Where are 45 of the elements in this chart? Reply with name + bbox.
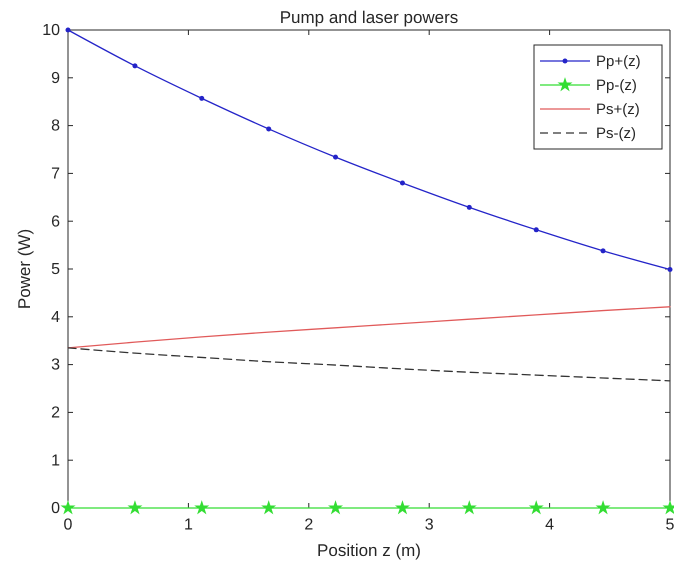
point <box>60 500 76 514</box>
legend-label: Ps-(z) <box>596 125 636 142</box>
point <box>596 500 611 514</box>
point <box>333 154 338 160</box>
point <box>400 180 405 186</box>
point <box>534 227 539 232</box>
y-axis-title: Power (W) <box>15 228 34 310</box>
point <box>462 500 477 514</box>
chart-title: Pump and laser powers <box>280 8 458 27</box>
point <box>194 500 210 514</box>
point <box>668 266 672 272</box>
x-axis-title: Position z (m) <box>317 541 421 560</box>
point <box>266 126 272 132</box>
x-tick-label: 0 <box>64 516 73 534</box>
point <box>328 500 344 514</box>
y-tick-label: 6 <box>51 213 60 230</box>
line-series <box>67 347 671 382</box>
y-tick-label: 4 <box>51 308 60 326</box>
x-tick-label: 5 <box>666 516 674 534</box>
point <box>66 28 70 32</box>
y-tick-label: 8 <box>51 118 60 135</box>
x-tick-label: 1 <box>184 516 193 534</box>
line-series <box>67 306 671 349</box>
legend-label: Ps+(z) <box>596 101 640 118</box>
legend-label: Pp+(z) <box>596 53 641 70</box>
x-tick-label: 4 <box>545 516 554 534</box>
y-tick-label: 3 <box>51 356 60 374</box>
y-tick-label: 0 <box>51 500 60 518</box>
legend-label: Pp-(z) <box>596 77 637 94</box>
point <box>466 204 472 210</box>
point <box>199 96 204 101</box>
point <box>600 248 606 254</box>
y-tick-label: 2 <box>51 404 60 422</box>
point <box>394 500 410 514</box>
x-tick-label: 2 <box>304 516 314 534</box>
y-tick-label: 5 <box>51 261 60 278</box>
point <box>132 63 138 68</box>
point <box>127 500 142 514</box>
y-tick-label: 1 <box>51 452 60 470</box>
x-tick-label: 3 <box>424 516 434 534</box>
point <box>528 500 544 514</box>
y-tick-label: 10 <box>42 22 60 40</box>
point <box>261 500 276 514</box>
y-tick-label: 9 <box>51 70 60 87</box>
y-tick-label: 7 <box>51 166 60 183</box>
